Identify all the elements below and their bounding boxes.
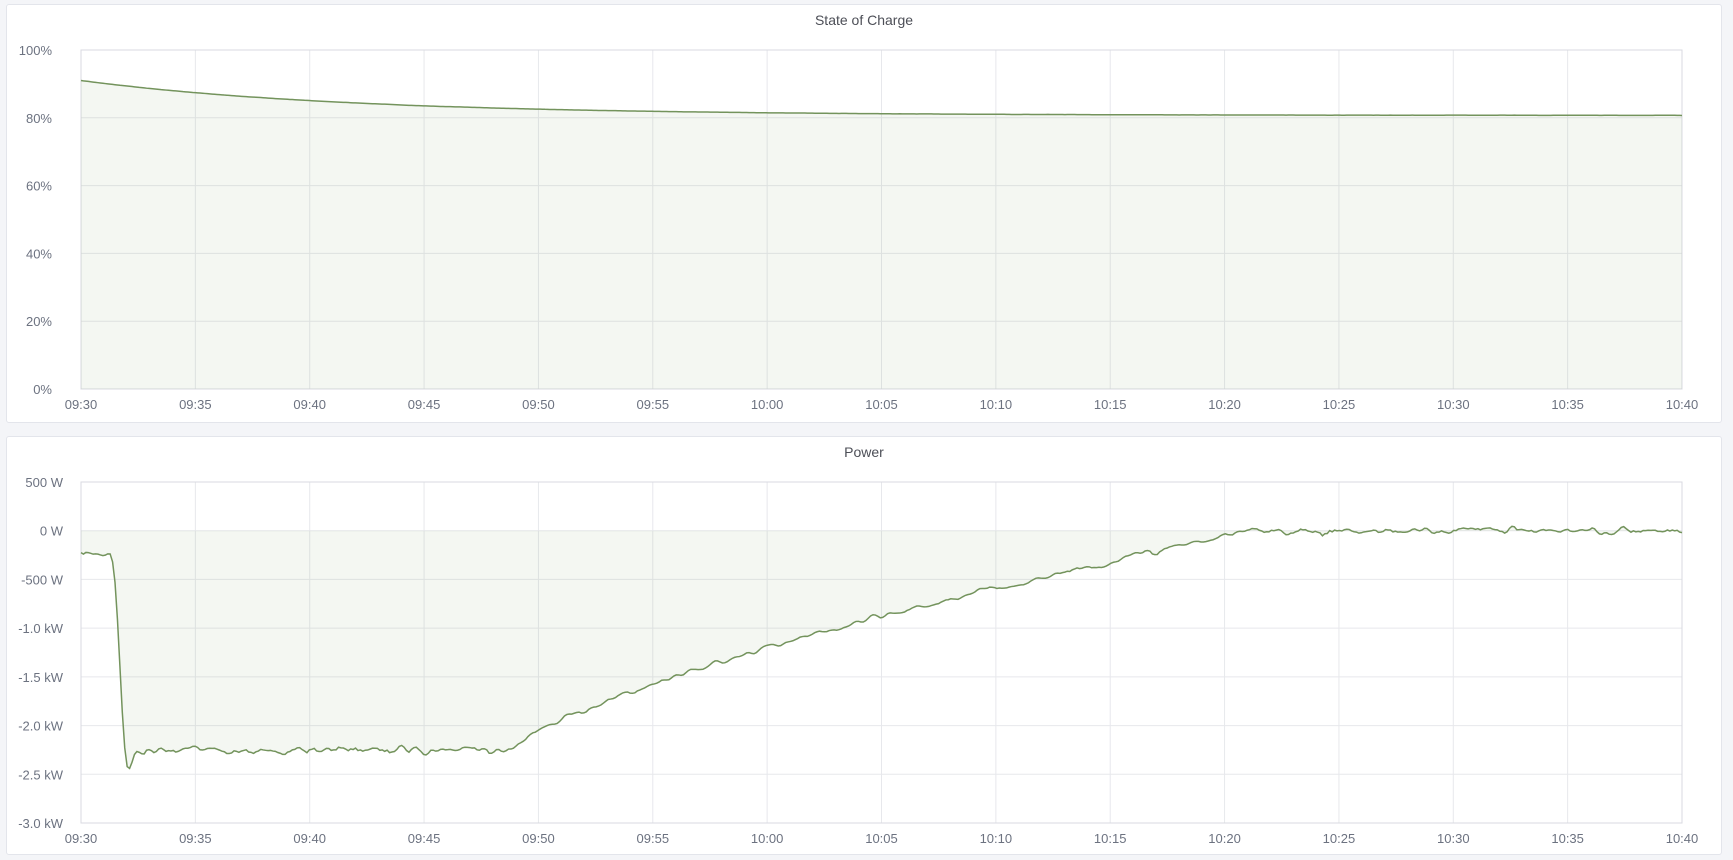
svg-text:10:05: 10:05 — [865, 397, 898, 412]
svg-text:10:25: 10:25 — [1323, 831, 1356, 846]
svg-text:09:50: 09:50 — [522, 831, 555, 846]
svg-text:10:15: 10:15 — [1094, 397, 1127, 412]
svg-text:-1.0 kW: -1.0 kW — [18, 621, 64, 636]
svg-text:10:10: 10:10 — [980, 397, 1013, 412]
svg-text:10:25: 10:25 — [1323, 397, 1356, 412]
svg-text:-2.0 kW: -2.0 kW — [18, 719, 64, 734]
svg-text:-2.5 kW: -2.5 kW — [18, 767, 64, 782]
svg-text:09:35: 09:35 — [179, 831, 212, 846]
svg-text:09:45: 09:45 — [408, 397, 441, 412]
svg-text:09:45: 09:45 — [408, 831, 441, 846]
svg-text:0%: 0% — [33, 382, 52, 397]
svg-text:10:35: 10:35 — [1551, 397, 1584, 412]
svg-text:10:20: 10:20 — [1208, 831, 1241, 846]
svg-text:10:30: 10:30 — [1437, 397, 1470, 412]
svg-text:09:55: 09:55 — [637, 831, 670, 846]
svg-text:10:10: 10:10 — [980, 831, 1013, 846]
svg-text:80%: 80% — [26, 111, 52, 126]
svg-text:09:55: 09:55 — [637, 397, 670, 412]
svg-text:09:30: 09:30 — [65, 831, 98, 846]
svg-text:10:35: 10:35 — [1551, 831, 1584, 846]
svg-text:10:40: 10:40 — [1666, 831, 1699, 846]
svg-text:10:15: 10:15 — [1094, 831, 1127, 846]
svg-text:0 W: 0 W — [40, 524, 64, 539]
svg-text:-1.5 kW: -1.5 kW — [18, 670, 64, 685]
svg-text:40%: 40% — [26, 246, 52, 261]
svg-text:09:40: 09:40 — [293, 831, 326, 846]
svg-text:10:20: 10:20 — [1208, 397, 1241, 412]
svg-text:500 W: 500 W — [25, 475, 63, 490]
svg-text:20%: 20% — [26, 314, 52, 329]
svg-text:09:30: 09:30 — [65, 397, 98, 412]
svg-text:09:35: 09:35 — [179, 397, 212, 412]
svg-text:09:40: 09:40 — [293, 397, 326, 412]
svg-text:100%: 100% — [19, 43, 53, 58]
svg-text:60%: 60% — [26, 179, 52, 194]
svg-text:-500 W: -500 W — [21, 572, 64, 587]
svg-text:10:05: 10:05 — [865, 831, 898, 846]
svg-text:09:50: 09:50 — [522, 397, 555, 412]
svg-text:10:00: 10:00 — [751, 831, 784, 846]
svg-text:-3.0 kW: -3.0 kW — [18, 816, 64, 831]
svg-text:10:40: 10:40 — [1666, 397, 1699, 412]
svg-text:10:00: 10:00 — [751, 397, 784, 412]
svg-text:10:30: 10:30 — [1437, 831, 1470, 846]
